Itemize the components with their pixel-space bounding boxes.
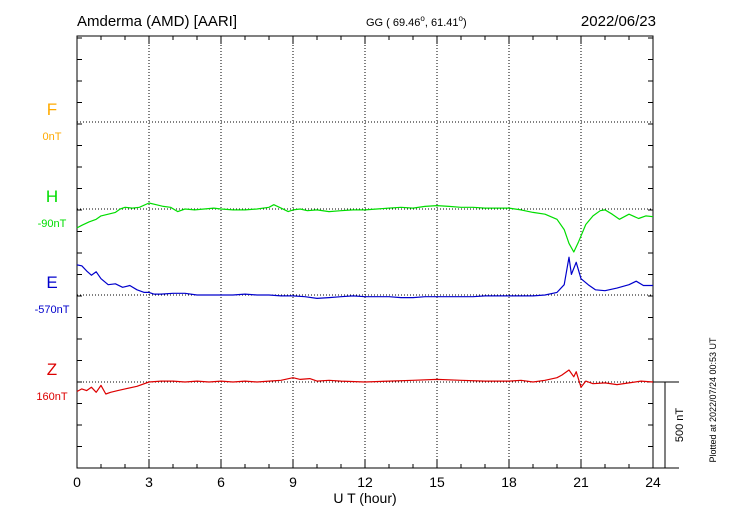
series-name-e: E <box>46 273 57 292</box>
x-tick-label: 21 <box>573 474 589 490</box>
x-tick-label: 0 <box>73 474 81 490</box>
x-tick-label: 18 <box>501 474 517 490</box>
x-tick-label: 12 <box>357 474 373 490</box>
series-lines <box>76 202 654 395</box>
series-baseline-f: 0nT <box>43 131 62 143</box>
coordinates-label: GG ( 69.46o, 61.41o) <box>366 14 467 29</box>
x-tick-labels: 0 3 6 9 12 15 18 21 24 <box>73 474 661 490</box>
x-tick-label: 9 <box>289 474 297 490</box>
x-tick-label: 3 <box>145 474 153 490</box>
x-axis-label: U T (hour) <box>333 490 396 506</box>
x-tick-label: 15 <box>429 474 445 490</box>
series-line-z <box>76 369 654 395</box>
axis-ticks <box>76 36 654 469</box>
series-name-z: Z <box>47 360 57 379</box>
series-line-e <box>76 256 653 299</box>
grid-lines <box>77 36 653 468</box>
series-baseline-e: -570nT <box>35 304 70 316</box>
x-tick-label: 6 <box>217 474 225 490</box>
station-title: Amderma (AMD) [AARI] <box>77 13 237 30</box>
x-tick-label: 24 <box>645 474 661 490</box>
series-baseline-z: 160nT <box>36 391 67 403</box>
date-label: 2022/06/23 <box>581 13 656 30</box>
scale-bar-label: 500 nT <box>674 408 686 443</box>
series-name-h: H <box>46 187 58 206</box>
series-name-f: F <box>47 100 57 119</box>
series-line-h <box>76 202 654 253</box>
plotted-timestamp: Plotted at 2022/07/24 00:53 UT <box>708 337 718 463</box>
series-labels: F 0nT H -90nT E -570nT Z 160nT <box>35 100 70 403</box>
series-baseline-h: -90nT <box>38 218 67 230</box>
